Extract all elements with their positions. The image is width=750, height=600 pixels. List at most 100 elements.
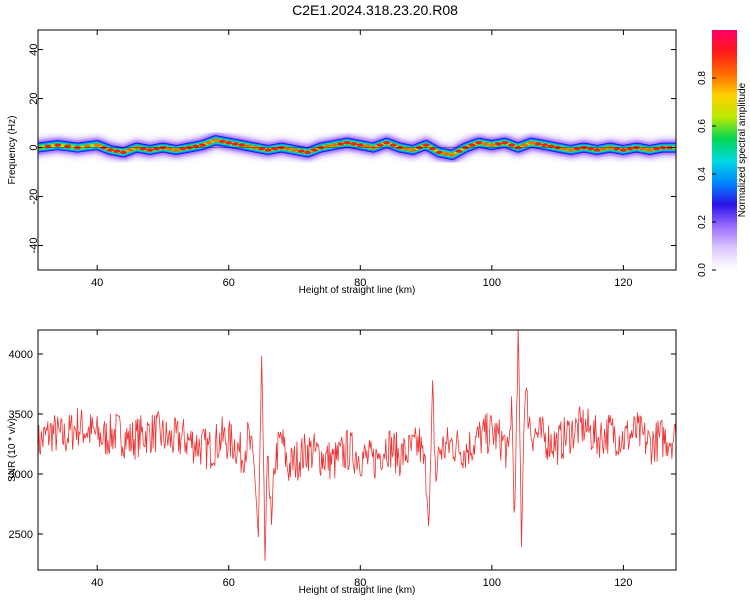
spectrogram-peak: [152, 147, 160, 151]
chart-title: C2E1.2024.318.23.20.R08: [292, 2, 458, 18]
spectrogram-peak: [113, 149, 121, 153]
spectrogram-peak: [297, 149, 305, 153]
snr-series-line: [38, 330, 676, 561]
spectrogram-peak: [593, 148, 601, 152]
spectrogram-peak: [64, 144, 72, 148]
spectrogram-peak: [106, 148, 114, 152]
spectrogram-peak: [402, 147, 410, 151]
spectrogram-peak: [475, 141, 483, 145]
spectrogram-peak: [238, 143, 246, 147]
spectrogram-peak: [383, 141, 391, 145]
spectrogram-x-tick-label: 120: [614, 277, 632, 289]
spectrogram-peak: [652, 147, 660, 151]
snr-y-tick-label: 4000: [9, 349, 33, 361]
spectrogram-y-tick-label: -40: [28, 238, 40, 254]
snr-frame: [37, 329, 677, 571]
spectrogram-peak: [310, 148, 318, 152]
spectrogram-x-tick-label: 40: [91, 277, 103, 289]
spectrogram-y-ticks: 40 20 0 -20 -40: [28, 43, 676, 253]
snr-x-ticks: 40 60 80 100 120: [91, 330, 633, 589]
snr-y-tick-label: 3000: [9, 469, 33, 481]
spectrogram-peak: [172, 148, 180, 152]
spectrogram-peak: [231, 142, 239, 146]
spectrogram-peak: [284, 147, 292, 151]
colorbar-gradient: [712, 30, 737, 270]
spectrogram-peak: [422, 143, 430, 147]
spectrogram-peak: [626, 147, 634, 151]
spectrogram-peak: [619, 148, 627, 152]
spectrogram-peak: [389, 143, 397, 147]
spectrogram-peak: [83, 144, 91, 148]
spectrogram-peak: [455, 149, 463, 153]
spectrogram-marks: [38, 130, 676, 165]
spectrogram-peak: [534, 142, 542, 146]
spectrogram-y-tick-label: 20: [28, 92, 40, 104]
spectrogram-peak: [350, 142, 358, 146]
spectrogram-peak: [573, 147, 581, 151]
spectrogram-peak: [435, 150, 443, 154]
spectrogram-y-label: Frequency (Hz): [7, 116, 18, 185]
snr-marks: [38, 330, 676, 561]
spectrogram-peak: [587, 147, 594, 151]
spectrogram-peak: [521, 143, 529, 147]
spectrogram-peak: [218, 139, 226, 143]
spectrogram-peak: [291, 148, 298, 152]
spectrogram-peak: [337, 142, 345, 146]
spectrogram-peak: [356, 143, 364, 147]
spectrogram-peak: [146, 148, 154, 152]
snr-x-tick-label: 40: [91, 577, 103, 589]
spectrogram-x-tick-label: 100: [483, 277, 501, 289]
snr-x-tick-label: 120: [614, 577, 632, 589]
spectrogram-x-label: Height of straight line (km): [299, 285, 416, 296]
spectrogram-peak: [258, 147, 266, 151]
spectrogram-peak: [44, 144, 52, 148]
spectrogram-x-tick-label: 80: [354, 277, 366, 289]
spectrogram-peak: [139, 147, 147, 151]
snr-panel: 40 60 80 100 120 2500 3000 3500 4000 Height of …: [7, 329, 677, 596]
spectrogram-peak: [205, 141, 213, 145]
spectrogram-y-tick-label: 40: [28, 43, 40, 55]
spectrogram-peak: [567, 148, 575, 152]
spectrogram-peak: [93, 143, 101, 147]
spectrogram-peak: [363, 144, 371, 148]
spectrogram-peak: [527, 141, 535, 145]
spectrogram-frame: [37, 29, 677, 271]
snr-x-label: Height of straight line (km): [299, 585, 416, 596]
spectrogram-peak: [501, 141, 509, 145]
spectrogram-peak: [271, 147, 279, 151]
spectrogram-peak: [343, 141, 351, 145]
spectrogram-y-tick-label: -20: [28, 189, 40, 205]
spectrogram-peak: [225, 141, 233, 145]
spectrogram-peak: [508, 143, 516, 147]
spectrogram-peak: [448, 153, 456, 157]
snr-x-tick-label: 60: [223, 577, 235, 589]
spectrogram-peak: [541, 143, 548, 147]
spectrogram-y-tick-label: 0: [28, 144, 40, 150]
spectrogram-peak: [639, 147, 647, 151]
spectrogram-peak: [494, 142, 502, 146]
spectrogram-peak: [120, 150, 127, 154]
snr-y-tick-label: 3500: [9, 409, 33, 421]
colorbar-ticks: 0.0 0.2 0.4 0.6 0.8: [697, 71, 716, 277]
spectrogram-peak: [323, 144, 331, 148]
spectrogram-peak: [198, 143, 206, 147]
spectrogram-peak: [126, 148, 134, 152]
spectrogram-peak: [646, 148, 654, 152]
snr-y-ticks: 2500 3000 3500 4000: [9, 349, 676, 541]
colorbar-tick-label: 0.8: [697, 71, 708, 85]
spectrogram-peak: [613, 147, 621, 151]
colorbar-tick-label: 0.6: [697, 119, 708, 133]
snr-y-label: SNR (10 * v/v): [7, 418, 18, 482]
spectrogram-peak: [212, 138, 220, 142]
colorbar-tick-label: 0.0: [697, 263, 708, 277]
colorbar-tick-label: 0.4: [697, 167, 708, 181]
snr-y-tick-label: 2500: [9, 529, 33, 541]
spectrogram-peak: [429, 147, 437, 151]
spectrogram-peak: [600, 147, 608, 151]
spectrogram-peak: [442, 152, 450, 156]
snr-x-tick-label: 100: [483, 577, 501, 589]
colorbar-tick-label: 0.2: [697, 215, 708, 229]
spectrogram-peak: [54, 143, 62, 147]
spectrogram-x-ticks: 40 60 80 100 120: [91, 30, 633, 289]
